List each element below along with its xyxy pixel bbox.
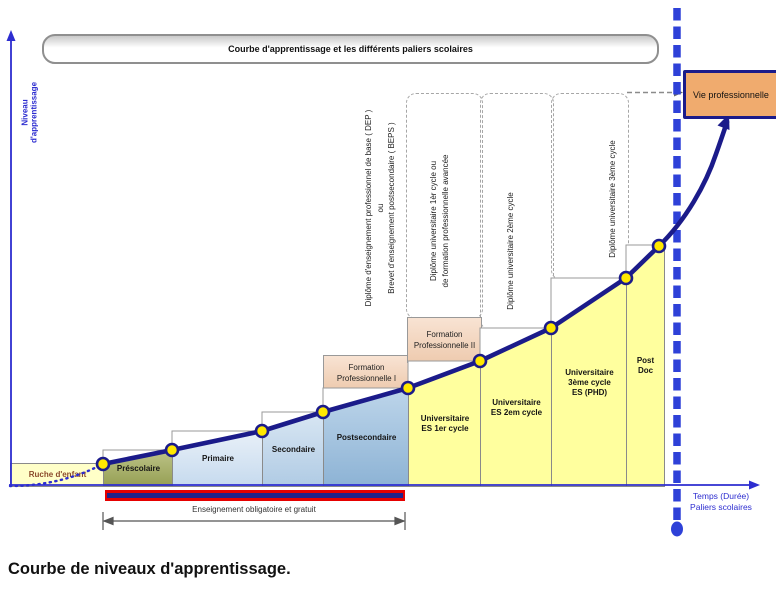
- step-prescolaire: Préscolaire: [103, 450, 174, 487]
- figure-caption: Courbe de niveaux d'apprentissage.: [8, 560, 291, 578]
- box-formation-professionnelle-2: Formation Professionnelle II: [407, 317, 482, 363]
- label-diplome-univ-3eme-cycle: Diplôme universitaire 3ème cycle: [608, 140, 617, 258]
- dashed-vertical-line: [671, 8, 683, 537]
- box-formation-professionnelle-1: Formation Professionnelle I: [323, 355, 410, 390]
- y-axis-label: Niveau d'apprentissage: [20, 81, 39, 144]
- box-vie-professionnelle: Vie professionnelle: [683, 70, 776, 119]
- x-axis-label: Temps (Durée) Paliers scolaires: [690, 491, 752, 512]
- label-diplome-univ-2eme-cycle: Diplôme universitaire 2ème cycle: [506, 192, 515, 310]
- connector-arrow: [627, 88, 683, 97]
- dimension-line: [102, 512, 406, 530]
- step-primaire: Primaire: [172, 431, 264, 487]
- step-universitaire-2em-cycle: Universitaire ES 2em cycle: [480, 328, 553, 487]
- label-diplome-univ-1er-cycle: Diplôme universitaire 1èr cycle ou de fo…: [429, 154, 450, 288]
- step-secondaire: Secondaire: [262, 412, 325, 487]
- step-postsecondaire: Postsecondaire: [323, 388, 410, 487]
- step-universitaire-3eme-cycle: Universitaire 3ème cycle ES (PHD): [551, 278, 628, 487]
- y-axis: [6, 30, 16, 485]
- callout-rect-univ2: [480, 93, 554, 330]
- label-dep-beps: Diplôme d'enseignement professionnel de …: [364, 109, 396, 307]
- step-universitaire-1er-cycle: Universitaire ES 1er cycle: [408, 361, 482, 487]
- mandatory-education-label: Enseignement obligatoire et gratuit: [192, 505, 316, 514]
- step-ruche-enfant: Ruche d'enfant: [10, 463, 105, 487]
- mandatory-education-bar-inner: [107, 493, 403, 498]
- diagram-title: Courbe d'apprentissage et les différents…: [42, 34, 659, 64]
- mandatory-education-bar: [105, 490, 405, 501]
- step-post-doc: Post Doc: [626, 245, 665, 487]
